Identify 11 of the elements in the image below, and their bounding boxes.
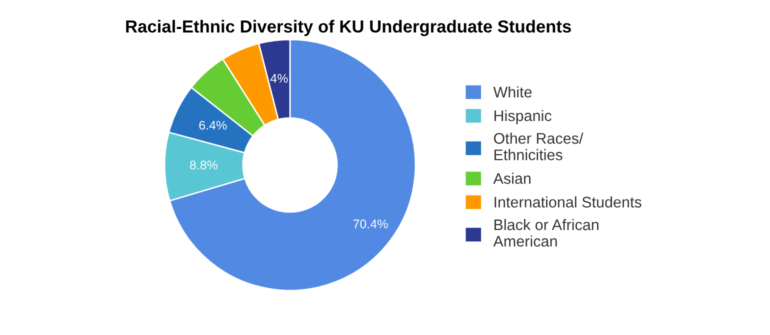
data-label: 6.4% <box>199 120 227 130</box>
legend-label: Hispanic <box>494 110 552 124</box>
legend-label: International Students <box>494 196 642 208</box>
data-label: 4% <box>270 74 288 83</box>
legend-label: Black or African American <box>493 218 598 247</box>
legend-label: White <box>493 86 532 98</box>
legend-label: Other Races/ Ethnicities <box>494 132 584 160</box>
legend-label: Asian <box>493 172 530 184</box>
data-label: 70.4% <box>353 220 388 228</box>
data-label: 8.8% <box>190 160 218 170</box>
chart-title: Racial-Ethnic Diversity of KU Undergraduate Students <box>126 20 571 36</box>
